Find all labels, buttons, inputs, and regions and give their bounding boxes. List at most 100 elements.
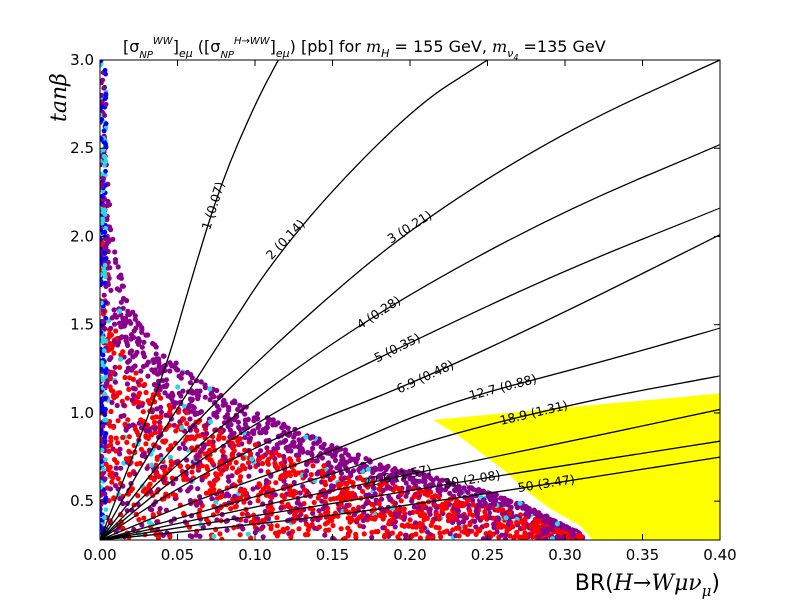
- scatter-point: [102, 476, 108, 482]
- scatter-point: [117, 356, 124, 362]
- scatter-point: [115, 418, 121, 424]
- scatter-point: [116, 364, 123, 370]
- scatter-point: [390, 480, 396, 486]
- y-tick-label: 0.5: [70, 492, 94, 510]
- contour-line: [100, 456, 720, 540]
- scatter-point: [238, 474, 244, 480]
- scatter-point: [177, 463, 183, 469]
- scatter-point: [339, 477, 345, 483]
- scatter-point: [229, 400, 236, 406]
- scatter-point: [100, 366, 104, 372]
- scatter-point: [351, 512, 357, 518]
- scatter-point: [507, 510, 513, 516]
- scatter-point: [474, 505, 480, 511]
- scatter-point: [123, 456, 129, 462]
- scatter-point: [147, 506, 153, 512]
- scatter-point: [100, 319, 106, 324]
- scatter-point: [157, 424, 163, 430]
- scatter-point: [343, 508, 349, 514]
- scatter-point: [242, 434, 248, 441]
- scatter-point: [260, 460, 266, 467]
- scatter-point: [345, 515, 351, 521]
- scatter-point: [192, 411, 198, 417]
- scatter-point: [425, 534, 431, 540]
- scatter-point: [117, 451, 123, 457]
- scatter-point: [208, 483, 215, 489]
- scatter-point: [184, 457, 190, 463]
- scatter-point: [559, 529, 566, 535]
- scatter-point: [268, 526, 274, 532]
- scatter-point: [257, 482, 263, 488]
- scatter-point: [187, 533, 193, 539]
- scatter-point: [225, 474, 231, 480]
- scatter-point: [225, 404, 232, 410]
- scatter-point: [131, 502, 137, 508]
- scatter-point: [466, 502, 472, 508]
- scatter-point: [207, 397, 213, 403]
- scatter-point: [564, 531, 571, 537]
- scatter-point: [517, 500, 523, 506]
- scatter-point: [536, 534, 542, 540]
- scatter-point: [340, 536, 346, 540]
- scatter-point: [186, 434, 192, 440]
- scatter-point: [103, 374, 108, 379]
- scatter-point: [210, 443, 216, 449]
- scatter-point: [433, 524, 439, 530]
- scatter-point: [302, 532, 309, 538]
- scatter-point: [117, 335, 124, 341]
- scatter-point: [247, 500, 253, 506]
- scatter-point: [514, 519, 520, 526]
- scatter-point: [376, 486, 382, 492]
- scatter-point: [100, 236, 103, 242]
- scatter-point: [470, 498, 476, 504]
- scatter-point: [319, 468, 325, 474]
- scatter-point: [395, 506, 401, 513]
- scatter-point: [265, 515, 271, 522]
- scatter-point: [465, 498, 471, 504]
- contour-line: [100, 408, 720, 540]
- scatter-point: [167, 454, 174, 461]
- scatter-point: [191, 405, 197, 411]
- scatter-point: [129, 348, 135, 354]
- scatter-point: [294, 452, 300, 458]
- contour-line: [100, 144, 720, 540]
- y-tick-label: 2.0: [70, 227, 94, 245]
- scatter-point: [344, 502, 350, 508]
- scatter-point: [378, 475, 384, 481]
- x-tick-label: 0.15: [316, 546, 349, 564]
- scatter-point: [126, 471, 133, 477]
- scatter-point: [318, 444, 324, 450]
- x-axis-label: BR(H→Wμνμ): [575, 571, 720, 600]
- scatter-point: [187, 416, 193, 422]
- scatter-point: [217, 428, 223, 434]
- scatter-point: [469, 485, 475, 491]
- scatter-point: [209, 496, 215, 502]
- scatter-point: [296, 437, 302, 443]
- scatter-point: [100, 93, 104, 98]
- scatter-point: [265, 456, 272, 462]
- scatter-point: [383, 533, 389, 539]
- scatter-point: [152, 425, 158, 431]
- scatter-point: [108, 325, 114, 331]
- scatter-point: [142, 381, 148, 388]
- scatter-point: [257, 430, 263, 436]
- scatter-point: [175, 384, 181, 390]
- scatter-point: [387, 509, 393, 515]
- scatter-point: [425, 529, 431, 535]
- contour-line: [100, 440, 720, 540]
- scatter-point: [298, 509, 304, 515]
- scatter-point: [319, 498, 325, 504]
- scatter-point: [173, 400, 179, 406]
- scatter-point: [463, 515, 470, 521]
- scatter-point: [163, 426, 169, 432]
- scatter-point: [100, 105, 104, 111]
- scatter-point: [100, 484, 103, 490]
- x-axis: 0.00 0.05 0.10 0.15 0.20 0.25 0.30 0.35 0.40: [83, 60, 737, 564]
- scatter-point: [281, 429, 287, 435]
- scatter-point: [209, 460, 215, 466]
- scatter-point: [329, 483, 335, 489]
- scatter-point: [456, 513, 462, 519]
- scatter-point: [340, 456, 346, 462]
- scatter-point: [570, 532, 576, 539]
- scatter-point: [153, 351, 159, 357]
